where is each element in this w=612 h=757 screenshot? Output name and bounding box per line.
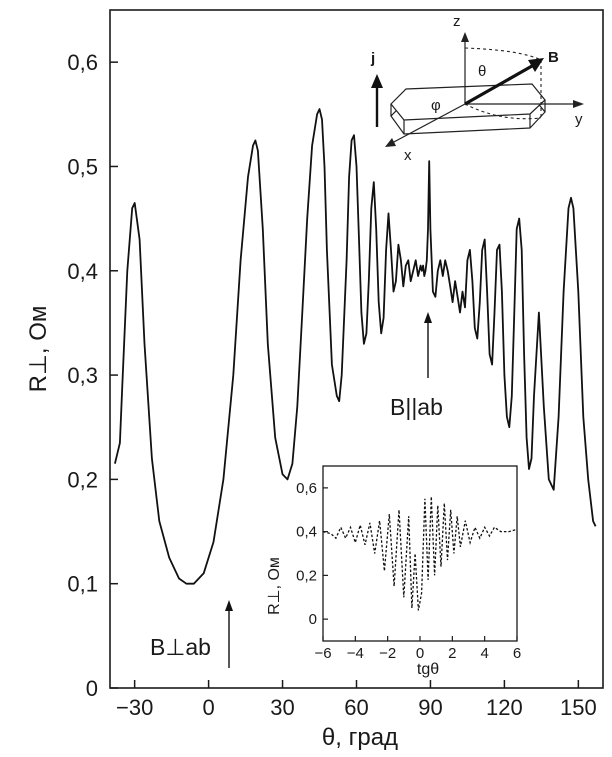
main-y-tick-label: 0,2 [67,467,98,492]
theta-arc [464,47,542,61]
inset-y-tick-label: 0 [309,611,317,628]
main-y-tick-label: 0,1 [67,572,98,597]
inset-y-axis-title: R⊥, Ом [266,557,283,615]
main-x-tick-label: 30 [270,695,294,720]
b-field-arrowhead [528,58,544,72]
main-x-tick-label: −30 [116,695,153,720]
b-field-arrow [464,64,533,106]
x-axis-line [391,103,466,144]
annotation-arrowhead-parallel [424,312,432,323]
y-axis-arrowhead [573,100,584,108]
main-x-tick-label: 120 [486,695,523,720]
y-axis-title: R⊥, Ом [25,306,52,393]
main-x-axis: −30 0 30 60 90 120 150 [116,680,597,720]
inset-y-tick-label: 0,2 [296,567,317,584]
annotation-arrowhead-perp [225,600,233,611]
phi-arc [464,103,542,120]
main-series-line [114,108,597,585]
annotation-b-perp-ab: B⊥ab [150,600,233,668]
z-axis-arrowhead [461,32,469,42]
schematic-y-label: y [575,111,583,128]
annotation-label-parallel: B||ab [390,394,443,420]
inset-x-tick-label: 6 [513,645,521,662]
inset-x-tick-label: −2 [379,645,396,662]
inset-series-line [322,496,518,611]
annotation-b-parallel-ab: B||ab [390,312,443,420]
inset-y-axis: 0 0,2 0,4 0,6 [296,480,328,628]
schematic-x-label: x [404,147,412,164]
schematic-b-label: B [548,49,559,66]
main-y-tick-label: 0,5 [67,154,98,179]
inset-x-axis-title: tgθ [417,661,439,678]
schematic-z-label: z [453,13,461,30]
inset-y-tick-label: 0,6 [296,480,317,497]
inset-x-tick-label: 2 [448,645,456,662]
main-x-tick-label: 150 [560,695,597,720]
inset-plot-frame [322,465,518,642]
main-x-tick-label: 0 [202,695,214,720]
main-y-tick-label: 0,6 [67,50,98,75]
sample-schematic: z y x j B θ φ [370,13,584,164]
x-axis-arrowhead [385,138,396,147]
schematic-phi-label: φ [431,97,441,114]
main-x-tick-label: 90 [418,695,442,720]
inset-chart: 0 0,2 0,4 0,6 −6 −4 −2 0 2 4 6 R⊥, Ом tgθ [266,465,521,678]
x-axis-title: θ, град [322,724,398,751]
inset-x-tick-label: 4 [480,645,488,662]
schematic-j-label: j [370,50,375,67]
current-arrowhead [371,74,383,88]
inset-x-tick-label: 0 [416,645,424,662]
schematic-theta-label: θ [478,63,486,80]
inset-x-axis: −6 −4 −2 0 2 4 6 [314,636,521,662]
main-y-tick-label: 0 [86,676,98,701]
main-y-tick-label: 0,3 [67,363,98,388]
main-x-tick-label: 60 [344,695,368,720]
inset-y-tick-label: 0,4 [296,524,317,541]
inset-x-tick-label: −6 [314,645,331,662]
main-y-axis: 0 0,1 0,2 0,3 0,4 0,5 0,6 [67,50,118,701]
main-y-tick-label: 0,4 [67,259,98,284]
inset-x-tick-label: −4 [347,645,364,662]
annotation-label-perp: B⊥ab [150,634,211,660]
